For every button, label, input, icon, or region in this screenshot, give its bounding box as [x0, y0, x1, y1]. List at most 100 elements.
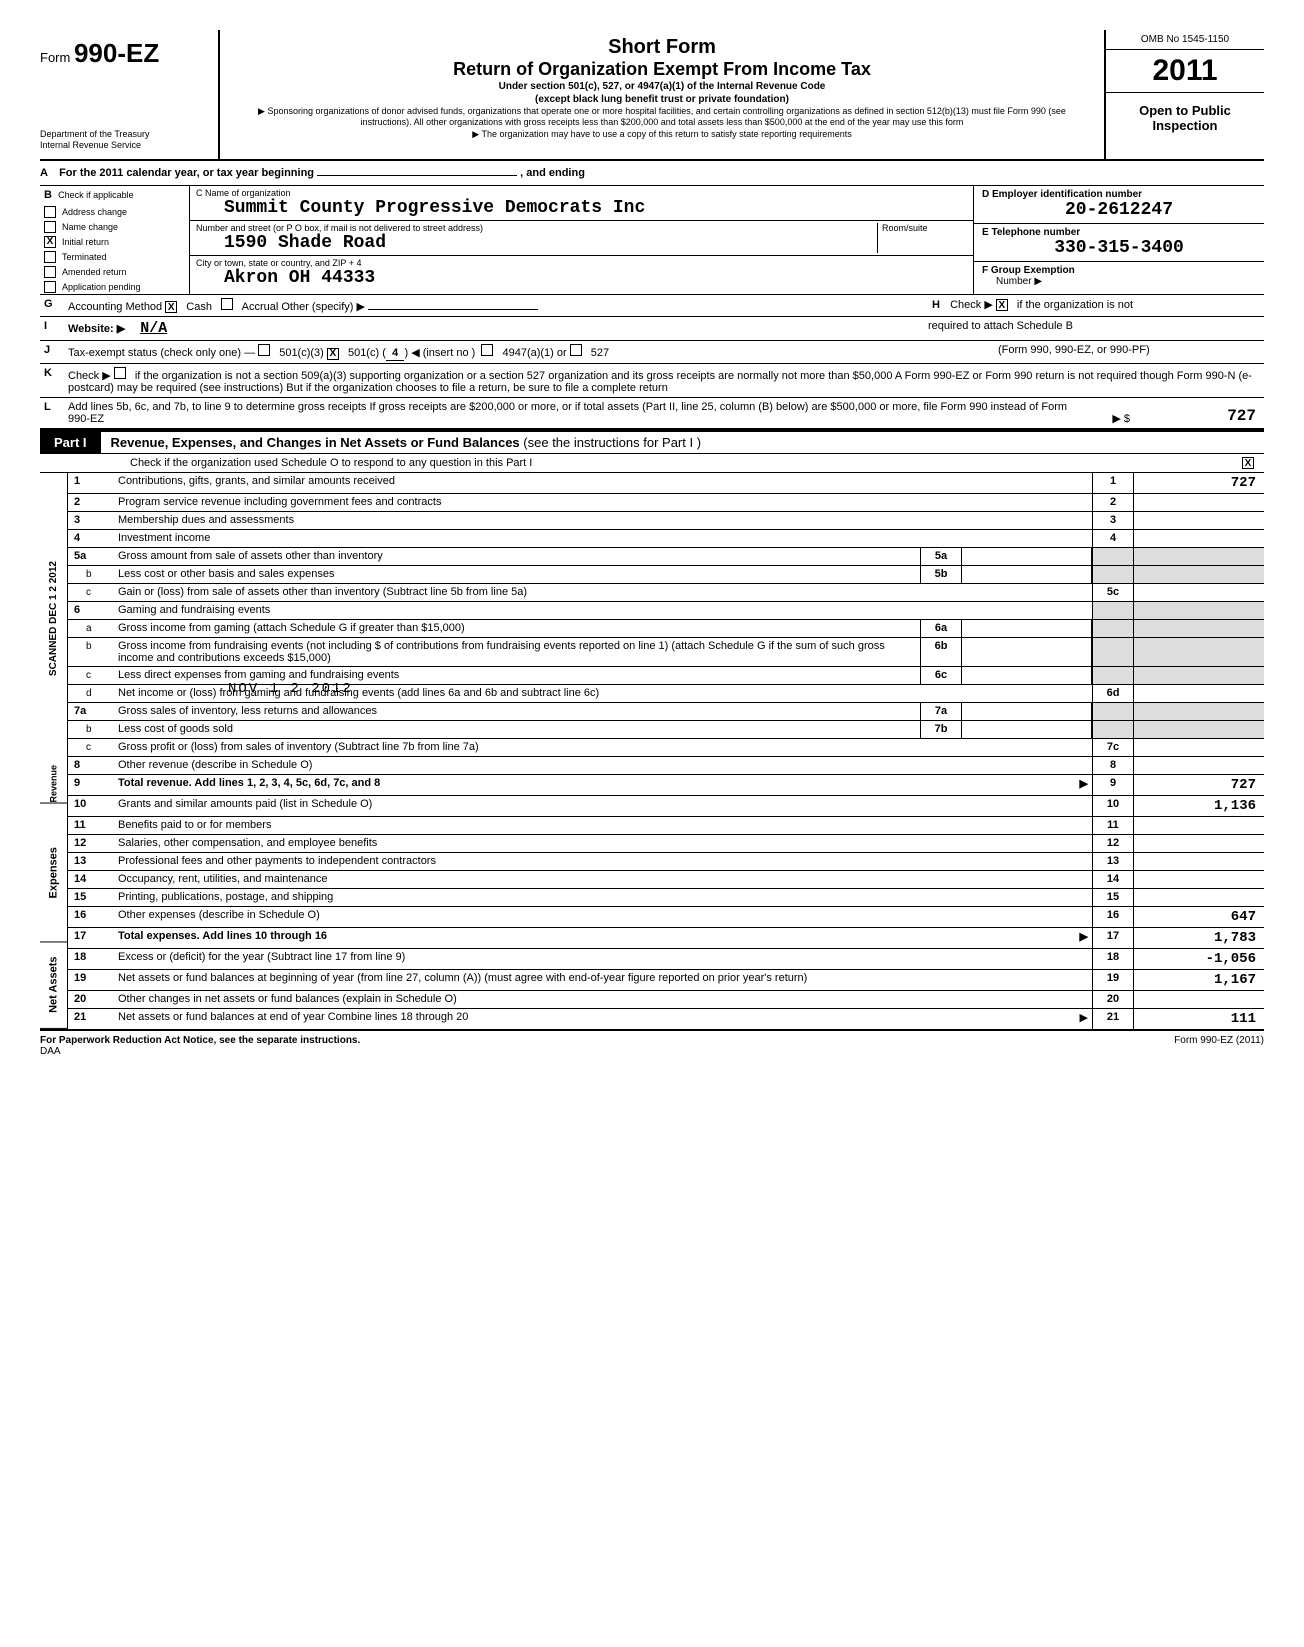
- line-7b: bLess cost of goods sold7b: [68, 721, 1264, 739]
- f-label: F Group Exemption: [982, 265, 1075, 276]
- l-letter: L: [40, 398, 64, 428]
- line-a-text-a: For the 2011 calendar year, or tax year …: [59, 167, 314, 179]
- line-21: 21Net assets or fund balances at end of …: [68, 1009, 1264, 1029]
- k-text: Check ▶: [68, 370, 111, 382]
- form-prefix: Form: [40, 50, 70, 65]
- check-k[interactable]: [114, 367, 126, 379]
- subtitle-4: ▶ The organization may have to use a cop…: [232, 129, 1092, 140]
- line-16: 16Other expenses (describe in Schedule O…: [68, 907, 1264, 928]
- j-opt3: 4947(a)(1) or: [502, 347, 566, 359]
- org-name: Summit County Progressive Democrats Inc: [196, 198, 967, 218]
- row-l: L Add lines 5b, 6c, and 7b, to line 9 to…: [40, 398, 1264, 430]
- col-d-ids: D Employer identification number 20-2612…: [974, 186, 1264, 294]
- page-footer: For Paperwork Reduction Act Notice, see …: [40, 1029, 1264, 1057]
- subtitle-2: (except black lung benefit trust or priv…: [232, 93, 1092, 106]
- city-label: City or town, state or country, and ZIP …: [196, 258, 967, 268]
- footer-right: Form 990-EZ (2011): [1174, 1035, 1264, 1057]
- check-cash[interactable]: X: [165, 301, 177, 313]
- e-label: E Telephone number: [982, 227, 1080, 238]
- col-c-name-addr: C Name of organization Summit County Pro…: [190, 186, 974, 294]
- check-527[interactable]: [570, 344, 582, 356]
- line-6b: bGross income from fundraising events (n…: [68, 638, 1264, 667]
- l-value: 727: [1134, 404, 1264, 428]
- lbl-app-pending: Application pending: [62, 282, 141, 292]
- g-text: Accounting Method: [68, 301, 162, 313]
- line-20: 20Other changes in net assets or fund ba…: [68, 991, 1264, 1009]
- check-501c[interactable]: X: [327, 348, 339, 360]
- lbl-amended: Amended return: [62, 267, 127, 277]
- row-k: K Check ▶ if the organization is not a s…: [40, 364, 1264, 398]
- check-initial-return[interactable]: X: [44, 236, 56, 248]
- entity-block: B Check if applicable Address change Nam…: [40, 186, 1264, 295]
- check-app-pending[interactable]: [44, 281, 56, 293]
- addr-label: Number and street (or P O box, if mail i…: [196, 223, 877, 233]
- open-to-public: Open to Public Inspection: [1106, 93, 1264, 143]
- line-6: 6Gaming and fundraising events: [68, 602, 1264, 620]
- h-continuation: required to attach Schedule B: [924, 317, 1264, 340]
- tax-year: 2011: [1106, 50, 1264, 93]
- lbl-name-change: Name change: [62, 222, 118, 232]
- line-4: 4Investment income4: [68, 530, 1264, 548]
- j-opt2a: ) ◀ (insert no ): [404, 347, 475, 359]
- part-1-paren: (see the instructions for Part I ): [523, 435, 701, 450]
- part-1-title: Revenue, Expenses, and Changes in Net As…: [111, 435, 520, 450]
- dept-line-2: Internal Revenue Service: [40, 140, 208, 151]
- col-b-checks: B Check if applicable Address change Nam…: [40, 186, 190, 294]
- row-g: G Accounting Method X Cash Accrual Other…: [40, 295, 1264, 318]
- c-label: C Name of organization: [196, 188, 967, 198]
- subtitle-1: Under section 501(c), 527, or 4947(a)(1)…: [232, 80, 1092, 93]
- side-expenses: Expenses: [40, 804, 67, 942]
- line-15: 15Printing, publications, postage, and s…: [68, 889, 1264, 907]
- part-1-header: Part I Revenue, Expenses, and Changes in…: [40, 430, 1264, 454]
- room-label: Room/suite: [882, 223, 967, 233]
- l-text: Add lines 5b, 6c, and 7b, to line 9 to d…: [64, 398, 1074, 428]
- k-after: if the organization is not a section 509…: [68, 370, 1252, 394]
- org-address: 1590 Shade Road: [196, 233, 877, 253]
- line-5a: 5aGross amount from sale of assets other…: [68, 548, 1264, 566]
- line-19: 19Net assets or fund balances at beginni…: [68, 970, 1264, 991]
- form-header: Form 990-EZ Department of the Treasury I…: [40, 30, 1264, 161]
- line-14: 14Occupancy, rent, utilities, and mainte…: [68, 871, 1264, 889]
- date-stamp: NOV 1 2 2012: [228, 681, 353, 697]
- check-name-change[interactable]: [44, 221, 56, 233]
- j-text: Tax-exempt status (check only one) —: [68, 347, 255, 359]
- check-schedule-o[interactable]: X: [1242, 457, 1254, 469]
- g-accrual: Accrual Other (specify) ▶: [242, 301, 365, 313]
- form-number: 990-EZ: [74, 38, 159, 68]
- line-a-text-b: , and ending: [520, 167, 585, 179]
- lbl-terminated: Terminated: [62, 252, 107, 262]
- schedule-o-check-row: Check if the organization used Schedule …: [40, 454, 1264, 473]
- f-label2: Number ▶: [982, 276, 1256, 287]
- check-501c3[interactable]: [258, 344, 270, 356]
- form-number-block: Form 990-EZ Department of the Treasury I…: [40, 30, 220, 159]
- j-opt1: 501(c)(3): [279, 347, 324, 359]
- side-scanned: SCANNED DEC 1 2 2012: [40, 473, 67, 765]
- j-right: (Form 990, 990-EZ, or 990-PF): [994, 341, 1264, 363]
- short-form-label: Short Form: [232, 36, 1092, 59]
- line-6a: aGross income from gaming (attach Schedu…: [68, 620, 1264, 638]
- omb-number: OMB No 1545-1150: [1106, 30, 1264, 50]
- l-arrow: ▶ $: [1074, 409, 1134, 428]
- check-address-change[interactable]: [44, 206, 56, 218]
- line-8: 8Other revenue (describe in Schedule O)8: [68, 757, 1264, 775]
- line-11: 11Benefits paid to or for members11: [68, 817, 1264, 835]
- side-net-assets: Net Assets: [40, 942, 67, 1029]
- schedule-o-text: Check if the organization used Schedule …: [130, 457, 532, 469]
- check-amended[interactable]: [44, 266, 56, 278]
- line-10: 10Grants and similar amounts paid (list …: [68, 796, 1264, 817]
- lbl-initial-return: Initial return: [62, 237, 109, 247]
- line-17: 17Total expenses. Add lines 10 through 1…: [68, 928, 1264, 949]
- part-1-grid: SCANNED DEC 1 2 2012 Revenue Expenses Ne…: [40, 473, 1264, 1029]
- i-letter: I: [40, 317, 64, 340]
- d-label: D Employer identification number: [982, 189, 1142, 200]
- j-opt4: 527: [591, 347, 609, 359]
- line-5c: cGain or (loss) from sale of assets othe…: [68, 584, 1264, 602]
- side-labels: SCANNED DEC 1 2 2012 Revenue Expenses Ne…: [40, 473, 68, 1029]
- check-terminated[interactable]: [44, 251, 56, 263]
- check-accrual[interactable]: [221, 298, 233, 310]
- j-opt2-val: 4: [386, 348, 405, 361]
- line-13: 13Professional fees and other payments t…: [68, 853, 1264, 871]
- check-h[interactable]: X: [996, 299, 1008, 311]
- check-4947[interactable]: [481, 344, 493, 356]
- h-text: Check ▶: [950, 299, 993, 311]
